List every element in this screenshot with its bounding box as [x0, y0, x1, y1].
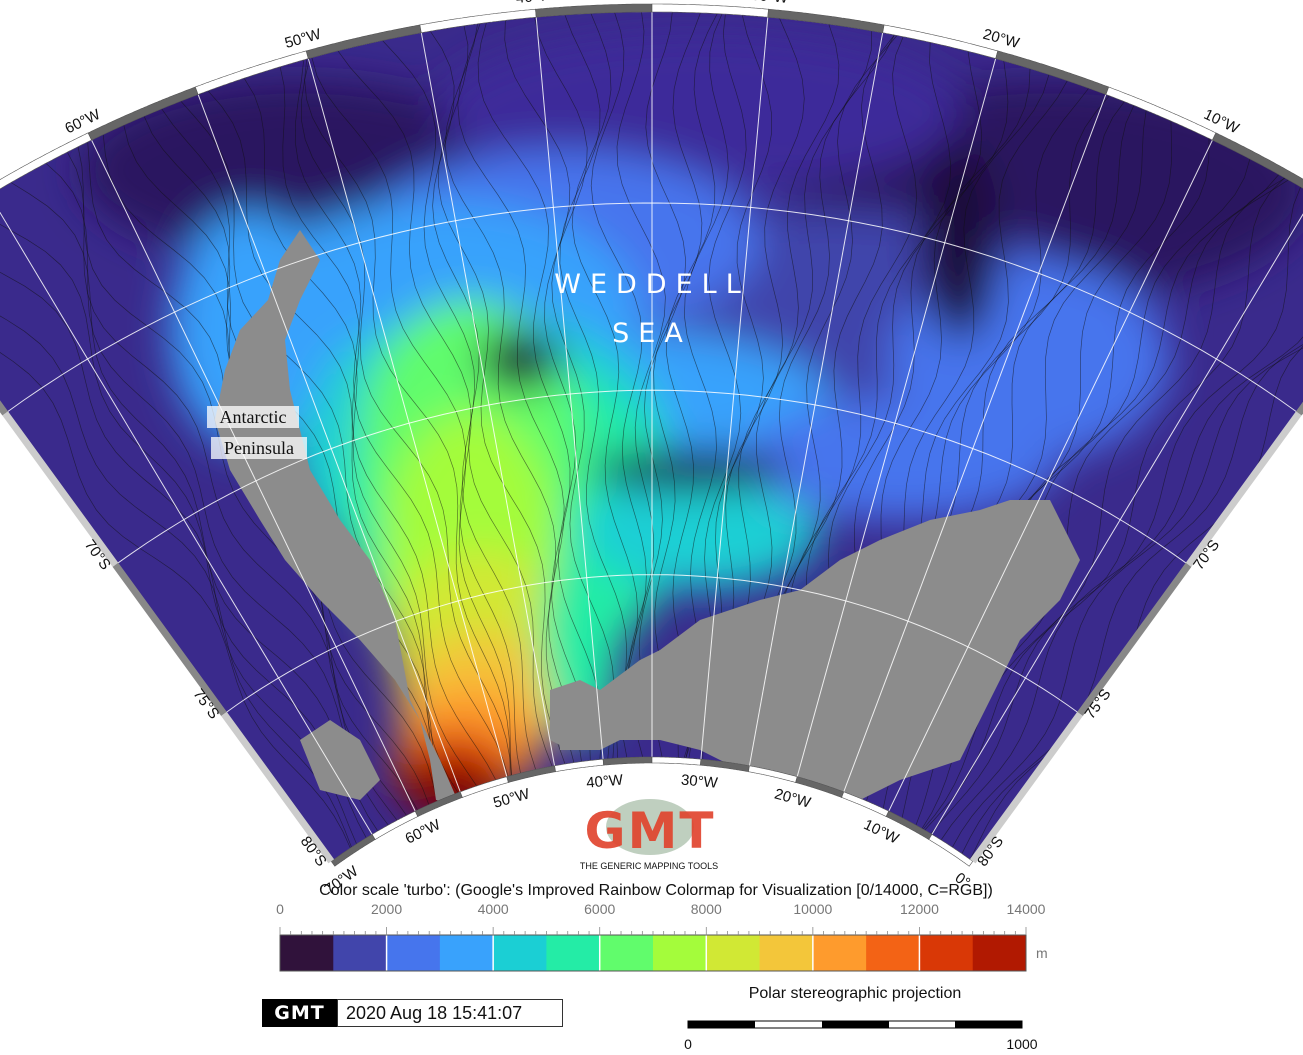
- colorbar-tick-label: 4000: [478, 901, 509, 917]
- colorbar-slice: [759, 935, 814, 971]
- peninsula-label-box1: [207, 406, 299, 428]
- colorbar-slice: [706, 935, 761, 971]
- colorbar-ticks: 0 2000 4000 6000 8000 10000 12000 14000: [276, 901, 1046, 917]
- meridian-25w: [748, 32, 884, 766]
- peninsula-label-line1: Antarctic: [220, 407, 287, 427]
- bottom-longitude-label: 50°W: [491, 785, 532, 811]
- colorbar-slice: [812, 935, 867, 971]
- peninsula-label-box2: [211, 437, 307, 459]
- peninsula-label-line2: Peninsula: [224, 438, 294, 458]
- projection-label: Polar stereographic projection: [749, 985, 962, 1002]
- colorbar-slice: [599, 935, 654, 971]
- timestamp-text: 2020 Aug 18 15:41:07: [337, 999, 563, 1027]
- colorbar-tick-label: 2000: [371, 901, 402, 917]
- top-longitude-label: 30°W: [751, 0, 790, 7]
- frame-edge-left: [112, 562, 227, 717]
- scalebar-left-label: 0: [684, 1036, 692, 1052]
- colorbar-slice: [333, 935, 388, 971]
- meridian-5w: [931, 194, 1303, 835]
- land-mass: [215, 230, 1080, 806]
- meridian-30w: [700, 17, 769, 760]
- colorbar-tick-label: 14000: [1007, 901, 1046, 917]
- meridian-60w: [91, 139, 416, 812]
- bottom-longitude-label: 20°W: [773, 785, 814, 811]
- colorbar-tick-label: 8000: [691, 901, 722, 917]
- bathymetry-raster: [0, 12, 1303, 862]
- colorbar-tick-label: 10000: [793, 901, 832, 917]
- globe-icon: [606, 799, 694, 855]
- frame-edge-left: [221, 711, 335, 864]
- colorbar-slice: [653, 935, 707, 971]
- meridian-40w: [535, 17, 604, 760]
- frame-segment: [1211, 132, 1303, 189]
- meridian-20w: [796, 58, 997, 777]
- frame-segment: [928, 833, 974, 867]
- scale-bar: 0 1000: [684, 1020, 1038, 1052]
- meridian-55w: [197, 94, 461, 793]
- colorbar-tick-label: 0: [276, 901, 284, 917]
- colorbar-slice: [546, 935, 601, 971]
- frame-edge-right: [1077, 562, 1192, 717]
- meridian-15w: [843, 94, 1107, 793]
- gmt-logo: GMT THE GENERIC MAPPING TOOLS: [580, 799, 718, 871]
- graticule-labels: 70°W60°W50°W40°W30°W20°W10°W0°70°W60°W50…: [0, 0, 1303, 898]
- frame-edge-right: [969, 711, 1083, 864]
- bottom-longitude-label: 40°W: [586, 771, 625, 791]
- colorbar-slice: [386, 935, 441, 971]
- colorbar-slice: [919, 935, 974, 971]
- frame-edge-right: [1185, 411, 1302, 567]
- scalebar-right-label: 1000: [1006, 1036, 1037, 1052]
- sea-label-line2: SEA: [612, 318, 692, 349]
- colorbar-title: Color scale 'turbo': (Google's Improved …: [319, 882, 993, 899]
- colorbar-slice: [866, 935, 920, 971]
- meridian-65w: [0, 194, 373, 835]
- top-longitude-label: 40°W: [515, 0, 554, 7]
- colorbar-slice: [439, 935, 494, 971]
- colorbar-tick-label: 12000: [900, 901, 939, 917]
- bottom-longitude-label: 30°W: [680, 771, 719, 791]
- colorbar-slice: [493, 935, 547, 971]
- graticule-lines: [0, 12, 1303, 835]
- colorbar-slice: [972, 935, 1027, 971]
- colorbar: [279, 927, 1027, 972]
- map-frame: [0, 3, 1303, 867]
- frame-edge-left: [2, 411, 119, 567]
- logo-subtitle: THE GENERIC MAPPING TOOLS: [580, 861, 718, 871]
- meridian-50w: [307, 58, 508, 777]
- sea-label-line1: WEDDELL: [554, 269, 749, 300]
- colorbar-slice: [280, 935, 334, 971]
- timestamp-logo: GMT: [262, 999, 337, 1027]
- meridian-45w: [420, 32, 556, 766]
- colorbar-tick-label: 6000: [584, 901, 615, 917]
- colorbar-unit: m: [1036, 945, 1048, 961]
- logo-text: GMT: [585, 802, 716, 860]
- meridian-10w: [888, 139, 1213, 812]
